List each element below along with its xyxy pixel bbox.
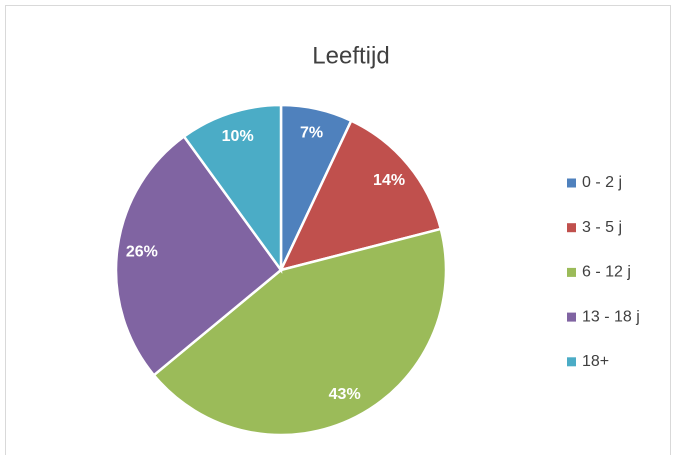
data-label: 10%	[222, 128, 254, 145]
legend-swatch	[567, 312, 576, 322]
legend-label: 13 - 18 j	[582, 308, 640, 325]
chart-frame	[5, 5, 671, 455]
legend-swatch	[567, 357, 576, 367]
legend-swatch	[567, 223, 576, 233]
legend-label: 6 - 12 j	[582, 264, 631, 281]
legend-label: 3 - 5 j	[582, 219, 622, 236]
pie-slice	[114, 134, 283, 377]
data-label: 7%	[300, 124, 323, 141]
pie-slice	[152, 227, 448, 437]
legend-swatch	[567, 267, 576, 277]
legend-label: 0 - 2 j	[582, 174, 622, 191]
chart-title: Leeftijd	[312, 42, 389, 69]
legend-swatch	[567, 178, 576, 188]
legend-label: 18+	[582, 353, 609, 370]
pie-slice	[182, 103, 283, 274]
data-label: 43%	[329, 386, 361, 403]
data-label: 14%	[373, 172, 405, 189]
pie-slice	[278, 119, 443, 272]
data-label: 26%	[126, 244, 158, 261]
